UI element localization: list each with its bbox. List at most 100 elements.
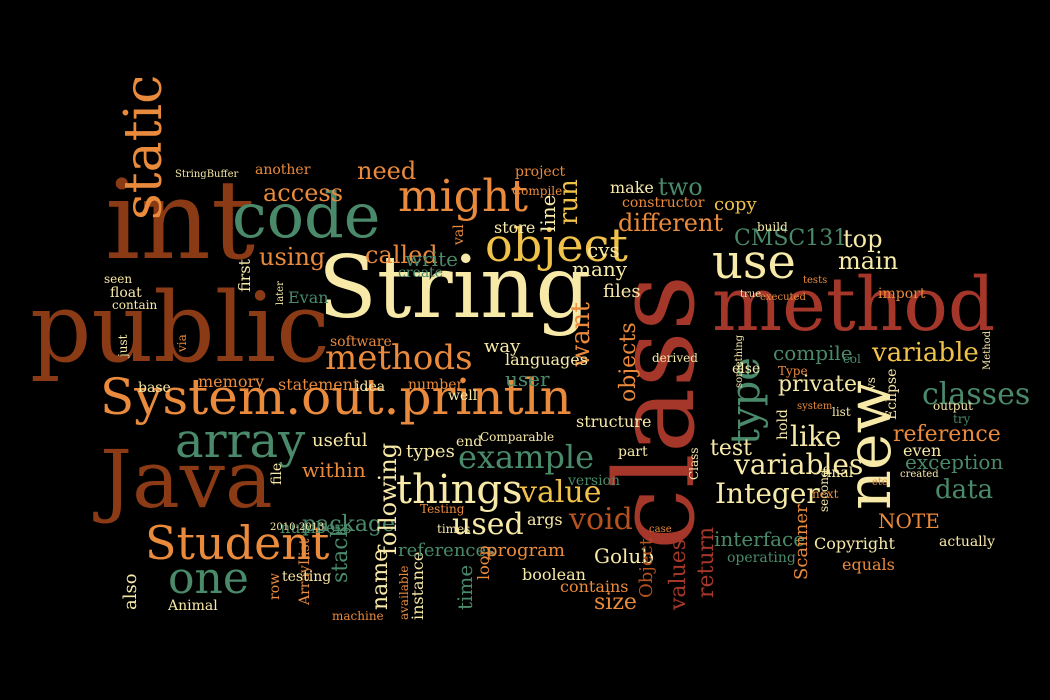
word-like: like: [790, 420, 842, 453]
word-etc: etc: [872, 477, 888, 488]
word-final: final: [822, 465, 854, 481]
word-first: first: [235, 259, 254, 292]
word-type: Type: [778, 364, 808, 378]
word-structure: structure: [576, 412, 652, 431]
word-different: different: [618, 209, 724, 237]
word-void: void: [569, 502, 633, 537]
word-base: base: [138, 380, 171, 396]
word-try: try: [953, 412, 971, 426]
word-private: private: [778, 372, 858, 397]
word-constructor: constructor: [622, 195, 705, 211]
word-top: top: [843, 225, 883, 253]
word-something: something: [734, 334, 745, 388]
word-version: version: [568, 473, 620, 489]
word-operating: operating: [727, 550, 796, 566]
word-also: also: [120, 573, 141, 610]
word-write: write: [405, 247, 458, 271]
word-stack: stack: [328, 524, 353, 583]
word-memory: memory: [198, 372, 265, 391]
word-software: software: [330, 334, 392, 350]
word-system-out-println: System.out.println: [100, 368, 572, 426]
word-even: even: [903, 441, 942, 460]
word-2010-2013: 2010-2013: [270, 522, 325, 533]
word-int: int: [105, 156, 256, 284]
word-references: references: [398, 540, 496, 561]
word-data: data: [935, 475, 994, 505]
word-object: object: [485, 218, 628, 272]
word-next: next: [812, 487, 839, 501]
word-note: NOTE: [878, 509, 940, 533]
word-method: method: [712, 262, 996, 348]
word-name: name: [368, 548, 393, 610]
word-user: user: [505, 367, 550, 391]
word-numbers: numbers: [280, 518, 352, 537]
word-compile: Compile: [512, 184, 563, 198]
word-integer: Integer: [715, 477, 820, 510]
word-public: public: [30, 272, 330, 384]
word-cmsc131: CMSC131: [734, 226, 848, 251]
word-one: one: [168, 553, 249, 604]
word-project: project: [515, 164, 566, 180]
word-scanner: Scanner: [791, 504, 812, 580]
word-methods: methods: [325, 338, 473, 378]
word-available: available: [397, 565, 411, 620]
word-end: end: [456, 434, 483, 450]
word-used: used: [452, 507, 524, 542]
word-files: files: [603, 281, 641, 302]
word-equals: equals: [842, 555, 895, 574]
word-variables: variables: [734, 448, 864, 481]
word-java: Java: [100, 433, 273, 526]
word-method: Method: [982, 330, 993, 370]
word-build: build: [757, 220, 788, 234]
word-created: created: [900, 469, 939, 480]
word-copyright: Copyright: [814, 534, 895, 553]
word-useful: useful: [312, 430, 368, 451]
word-row: row: [267, 572, 283, 600]
word-import: import: [878, 286, 926, 302]
word-just: just: [116, 334, 130, 357]
word-col: col: [843, 352, 861, 366]
word-code: code: [232, 179, 381, 252]
word-store: store: [494, 218, 536, 237]
word-testing: Testing: [420, 502, 465, 516]
word-tests: tests: [803, 275, 828, 286]
word-output: output: [933, 399, 974, 413]
word-interface: interface: [714, 527, 806, 551]
word-list: list: [832, 405, 851, 419]
word-part: part: [618, 444, 648, 460]
word-statement: statement: [278, 375, 360, 394]
word-values: values: [666, 538, 691, 610]
word-machine: machine: [332, 609, 384, 623]
word-animal: Animal: [168, 598, 218, 614]
word-way: way: [484, 336, 521, 357]
word-args: args: [527, 510, 563, 529]
word-instance: instance: [408, 551, 427, 620]
word-object: Object: [636, 538, 657, 598]
word-exception: exception: [905, 450, 1004, 474]
word-copy: copy: [714, 194, 757, 215]
word-via: via: [175, 334, 189, 352]
word-static: static: [114, 74, 174, 220]
word-vs: vs: [864, 377, 878, 390]
word-idea: idea: [355, 379, 386, 395]
word-make: make: [610, 178, 654, 197]
word-line: line: [536, 194, 560, 232]
word-languages: languages: [505, 350, 588, 369]
word-golub: Golub: [594, 544, 655, 568]
word-package: package: [302, 512, 396, 537]
word-actually: actually: [939, 534, 996, 550]
word-comparable: Comparable: [480, 430, 555, 444]
word-evan: Evan: [288, 288, 329, 307]
word-within: within: [302, 458, 366, 482]
word-compile: compile: [773, 341, 853, 365]
word-number: number: [408, 377, 464, 393]
word-need: need: [357, 157, 417, 185]
word-derived: derived: [652, 351, 698, 365]
word-eclipse: Eclipse: [884, 368, 900, 420]
word-val: val: [451, 224, 467, 245]
word-variable: variable: [872, 338, 979, 368]
word-called: called: [365, 241, 438, 269]
word-array: array: [175, 413, 306, 469]
word-well: well: [448, 388, 478, 404]
word-another: another: [255, 162, 311, 178]
